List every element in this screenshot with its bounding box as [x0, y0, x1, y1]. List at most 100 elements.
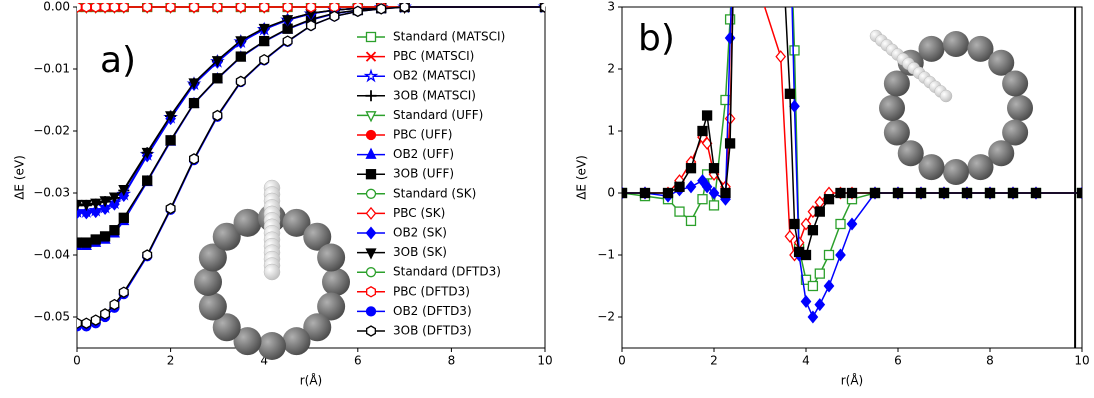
- marker: [165, 111, 177, 123]
- marker: [814, 206, 825, 217]
- inset-atom: [317, 292, 346, 321]
- inset-atom: [194, 268, 222, 296]
- y-tick-label: −2: [597, 310, 615, 324]
- marker: [165, 202, 176, 215]
- marker: [212, 109, 223, 122]
- marker: [1076, 187, 1082, 199]
- marker: [90, 3, 101, 13]
- inset-atom: [198, 243, 227, 272]
- legend-marker: [365, 90, 377, 102]
- marker: [258, 23, 270, 36]
- inset-atom: [883, 119, 910, 146]
- marker: [685, 163, 697, 174]
- inset-atom: [897, 140, 924, 167]
- inset-atom: [282, 327, 311, 356]
- marker: [99, 231, 111, 242]
- legend-marker: [365, 129, 377, 141]
- marker: [259, 53, 270, 66]
- marker: [376, 3, 387, 15]
- marker: [142, 175, 153, 186]
- marker: [823, 249, 835, 261]
- marker: [77, 237, 83, 248]
- inset-atom: [282, 208, 311, 237]
- marker: [823, 194, 835, 205]
- marker: [212, 3, 223, 13]
- marker: [708, 163, 720, 174]
- marker: [142, 249, 153, 261]
- legend-marker: [365, 206, 377, 220]
- marker: [697, 194, 708, 205]
- marker: [784, 88, 796, 99]
- inset-chain-atom: [939, 89, 953, 103]
- x-tick-label: 0: [618, 354, 626, 368]
- panel-label: a): [100, 40, 136, 81]
- marker: [720, 187, 731, 199]
- marker: [814, 268, 825, 279]
- marker: [81, 237, 92, 248]
- marker: [77, 199, 83, 212]
- marker: [701, 180, 713, 194]
- marker: [1007, 187, 1019, 199]
- marker: [915, 187, 927, 199]
- marker: [109, 225, 120, 236]
- x-tick-label: 2: [710, 354, 718, 368]
- marker: [961, 187, 973, 199]
- marker: [807, 225, 819, 236]
- marker: [235, 3, 246, 13]
- marker: [282, 15, 294, 27]
- marker: [784, 229, 796, 243]
- marker: [807, 310, 819, 324]
- marker: [622, 187, 628, 199]
- marker: [306, 19, 316, 32]
- marker: [835, 218, 846, 230]
- marker: [789, 218, 800, 230]
- marker: [708, 186, 720, 200]
- marker: [90, 234, 101, 245]
- marker: [329, 10, 340, 23]
- inset-atom: [317, 243, 346, 272]
- marker: [90, 198, 102, 210]
- legend-marker: [366, 325, 376, 337]
- marker: [708, 200, 720, 211]
- inset-atom: [303, 313, 332, 342]
- inset-atom: [943, 159, 969, 185]
- legend-label: Standard (SK): [393, 186, 476, 200]
- marker: [77, 317, 82, 329]
- marker: [188, 78, 200, 90]
- y-tick-label: 3: [607, 0, 615, 14]
- plot-area: [77, 3, 545, 332]
- x-tick-label: 4: [802, 354, 810, 368]
- marker: [165, 135, 176, 146]
- marker: [1030, 187, 1042, 199]
- legend-marker: [365, 169, 377, 180]
- legend-marker: [365, 306, 377, 317]
- marker: [984, 187, 996, 199]
- marker: [109, 197, 120, 211]
- x-axis-label: r(Å): [300, 373, 323, 388]
- inset-atom: [233, 208, 262, 237]
- y-axis-label: ΔE (eV): [575, 155, 589, 200]
- marker: [814, 298, 826, 312]
- inset-atom: [1002, 70, 1029, 97]
- marker: [141, 147, 153, 160]
- marker: [329, 3, 340, 13]
- y-tick-label: −1: [597, 248, 615, 262]
- marker: [846, 217, 858, 231]
- marker: [259, 35, 270, 47]
- legend-label: OB2 (UFF): [393, 147, 454, 161]
- marker: [835, 248, 846, 262]
- y-tick-label: −0.01: [33, 62, 70, 76]
- marker: [118, 3, 129, 13]
- marker: [789, 45, 800, 56]
- x-tick-label: 6: [354, 354, 362, 368]
- marker: [118, 286, 129, 298]
- legend-label: 3OB (UFF): [393, 167, 454, 181]
- marker: [235, 51, 246, 62]
- inset-atom: [943, 31, 969, 57]
- y-tick-label: 1: [607, 124, 615, 138]
- marker: [724, 31, 736, 45]
- marker: [789, 99, 800, 113]
- marker: [189, 3, 199, 13]
- marker: [639, 187, 651, 199]
